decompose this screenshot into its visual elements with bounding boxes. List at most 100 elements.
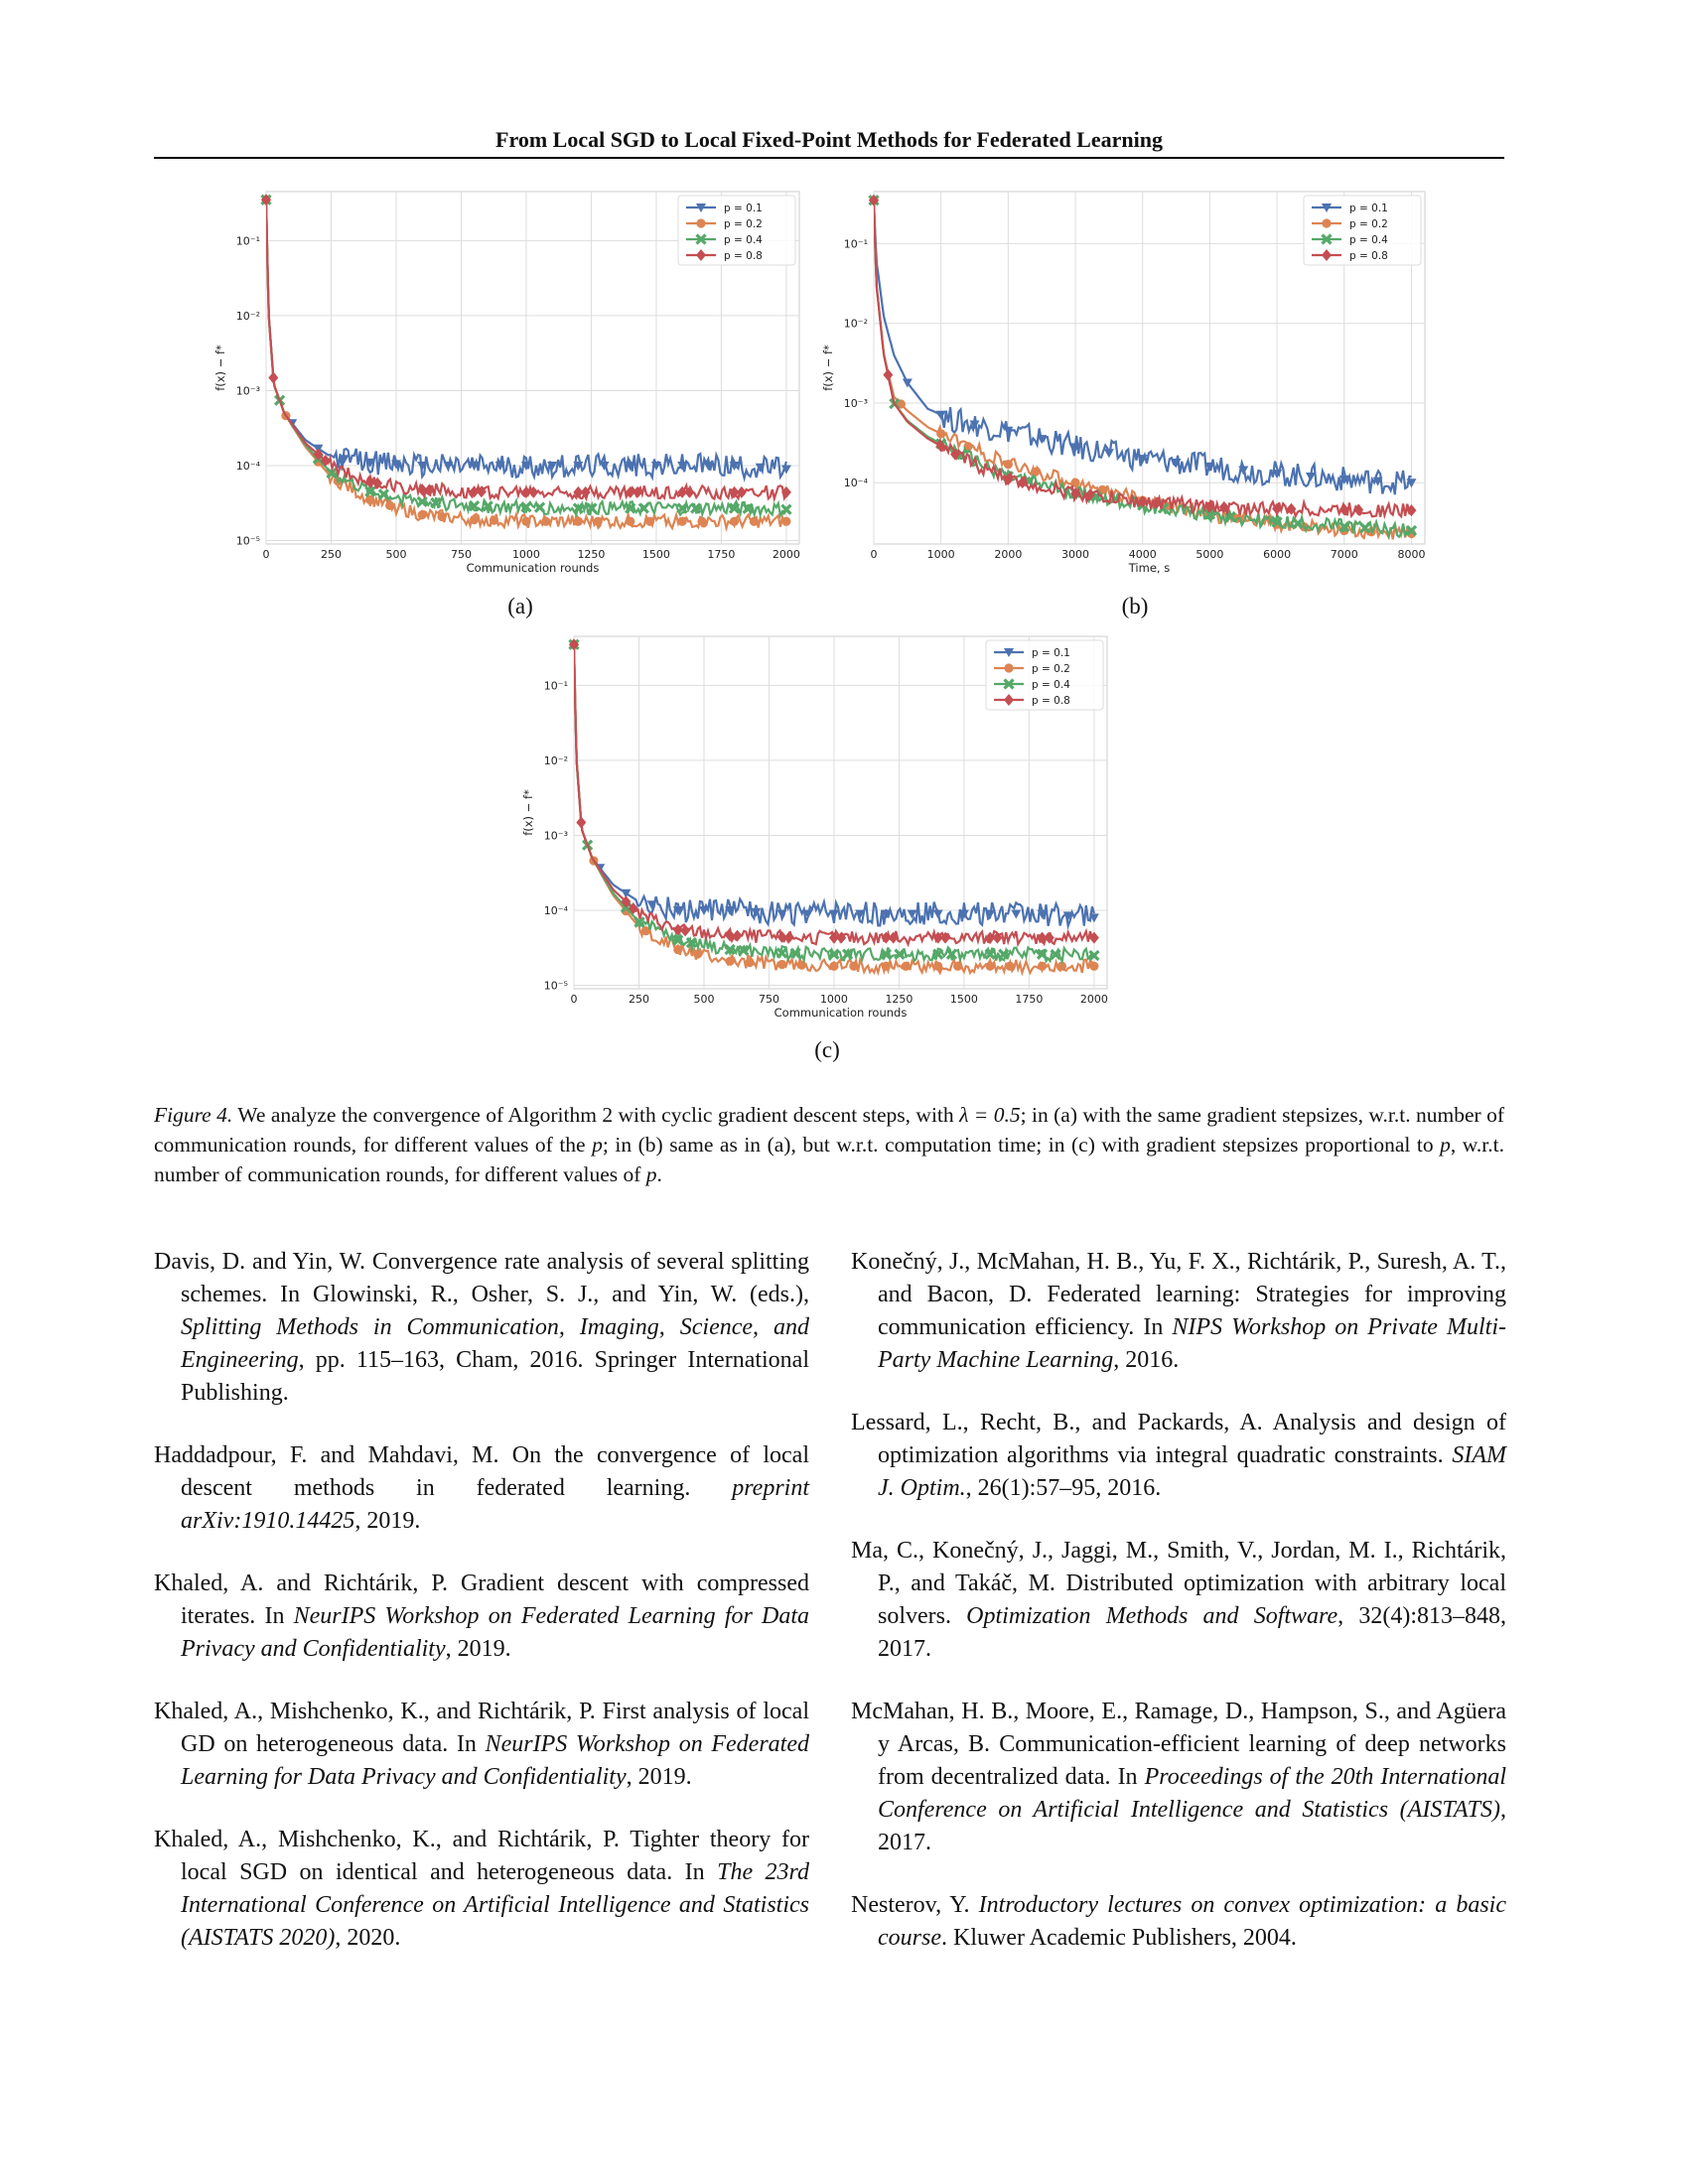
y-tick-label: 10⁻³ <box>544 829 568 842</box>
data-point <box>633 485 643 498</box>
legend-marker <box>1004 648 1014 657</box>
data-point <box>958 909 969 919</box>
ref-venue: preprint arXiv:1910.14425 <box>181 1475 809 1534</box>
data-point <box>580 485 591 498</box>
data-point <box>1272 470 1283 479</box>
x-tick-label: 2000 <box>773 548 800 561</box>
data-point <box>1406 504 1417 517</box>
data-point <box>1003 426 1014 436</box>
reference-entry: Khaled, A., Mishchenko, K., and Richtári… <box>154 1824 809 1955</box>
data-point <box>1204 462 1215 472</box>
data-point <box>1358 522 1371 534</box>
data-point <box>1238 466 1249 476</box>
legend-marker <box>1322 218 1332 228</box>
data-point <box>625 461 635 471</box>
x-tick-label: 1750 <box>707 548 735 561</box>
data-point <box>326 467 338 479</box>
data-point <box>742 502 754 514</box>
ref-text: Haddadpour, F. and Mahdavi, M. On the co… <box>154 1442 809 1501</box>
data-point <box>1005 961 1015 971</box>
ref-text: Khaled, A., Mishchenko, K., and Richtári… <box>154 1699 809 1757</box>
x-tick-label: 750 <box>451 548 472 561</box>
caption-text-4: , w.r.t. number of communication rounds,… <box>154 1133 1504 1186</box>
data-point <box>985 961 995 971</box>
ref-tail: , 32(4):813–848, 2017. <box>878 1603 1506 1662</box>
x-tick-label: 7000 <box>1331 548 1358 561</box>
data-point <box>1372 477 1383 486</box>
data-point <box>541 516 551 526</box>
data-point <box>637 502 649 514</box>
figure-caption: Figure 4. We analyze the convergence of … <box>154 1100 1504 1189</box>
chart-b: 0 1000 2000 3000 4000 5000 6000 7000 8000 10⁻⁴ 10⁻… <box>821 191 1426 575</box>
data-point <box>573 485 584 498</box>
x-tick-label: 500 <box>693 993 714 1006</box>
y-axis-label: f(x) − f* <box>821 344 835 391</box>
legend-marker <box>1322 249 1332 261</box>
reference-entry: Khaled, A., Mishchenko, K., and Richtári… <box>154 1696 809 1794</box>
data-point <box>1037 435 1048 445</box>
data-point <box>261 194 271 206</box>
reference-entry: Khaled, A. and Richtárik, P. Gradient de… <box>154 1568 809 1666</box>
legend-marker <box>1004 663 1014 673</box>
ref-tail: , 2017. <box>878 1797 1506 1855</box>
legend-label: p = 0.8 <box>1349 250 1388 262</box>
caption-text-2: ; in (a) with the same gradient stepsize… <box>154 1103 1504 1157</box>
sublabel-a: (a) <box>507 594 533 618</box>
legend-marker <box>1322 204 1332 212</box>
data-point <box>385 500 395 510</box>
data-point <box>935 410 946 420</box>
data-point <box>469 485 480 498</box>
reference-entry: Konečný, J., McMahan, H. B., Yu, F. X., … <box>851 1246 1506 1377</box>
data-point <box>998 948 1010 960</box>
x-tick-label: 0 <box>871 548 878 561</box>
data-point <box>1003 460 1013 470</box>
x-tick-label: 1000 <box>820 993 848 1006</box>
ref-tail: , 2019. <box>354 1508 421 1534</box>
data-point <box>963 442 973 452</box>
data-point <box>729 461 740 471</box>
references-right-column: Konečný, J., McMahan, H. B., Yu, F. X., … <box>851 1246 1506 1984</box>
x-tick-label: 0 <box>571 993 578 1006</box>
series-line-08 <box>874 200 1412 520</box>
data-point <box>1406 478 1417 488</box>
legend-marker <box>1004 694 1014 706</box>
legend <box>985 639 1104 711</box>
x-tick-label: 750 <box>759 993 779 1006</box>
x-tick-label: 5000 <box>1196 548 1223 561</box>
data-point <box>1037 909 1048 919</box>
data-point <box>932 948 944 960</box>
data-point <box>776 909 787 919</box>
data-point <box>1037 961 1048 971</box>
data-point <box>783 931 794 944</box>
data-point <box>932 909 943 919</box>
data-point <box>894 948 906 960</box>
data-point <box>969 420 980 430</box>
data-point <box>1152 496 1163 509</box>
ref-venue: NIPS Workshop on Private Multi-Party Mac… <box>878 1314 1506 1373</box>
x-tick-label: 1500 <box>642 548 670 561</box>
data-point <box>390 460 401 470</box>
data-point <box>364 485 376 497</box>
data-point <box>829 961 839 971</box>
x-tick-label: 3000 <box>1061 548 1089 561</box>
x-tick-label: 1750 <box>1015 993 1043 1006</box>
running-title: From Local SGD to Local Fixed-Point Meth… <box>495 127 1163 152</box>
data-point <box>364 476 375 488</box>
data-point <box>985 931 996 944</box>
ref-text: Khaled, A. and Richtárik, P. Gradient de… <box>154 1570 809 1629</box>
data-point <box>677 461 688 471</box>
data-point <box>417 483 428 496</box>
data-point <box>684 485 695 498</box>
references-left-column: Davis, D. and Yin, W. Convergence rate a… <box>154 1246 809 1984</box>
y-tick-label: 10⁻¹ <box>544 679 568 692</box>
data-point <box>1070 443 1081 453</box>
data-point <box>1338 520 1350 533</box>
figure-b: 0 1000 2000 3000 4000 5000 6000 7000 8000 10⁻⁴ 10⁻… <box>821 184 1440 591</box>
data-point <box>417 510 427 520</box>
ref-text: Khaled, A., Mishchenko, K., and Richtári… <box>154 1827 809 1885</box>
data-point <box>593 516 603 526</box>
ref-venue: Introductory lectures on convex optimiza… <box>878 1892 1506 1951</box>
series-line-08 <box>266 200 787 503</box>
legend-label: p = 0.8 <box>724 250 763 262</box>
y-tick-label: 10⁻¹ <box>236 234 260 247</box>
